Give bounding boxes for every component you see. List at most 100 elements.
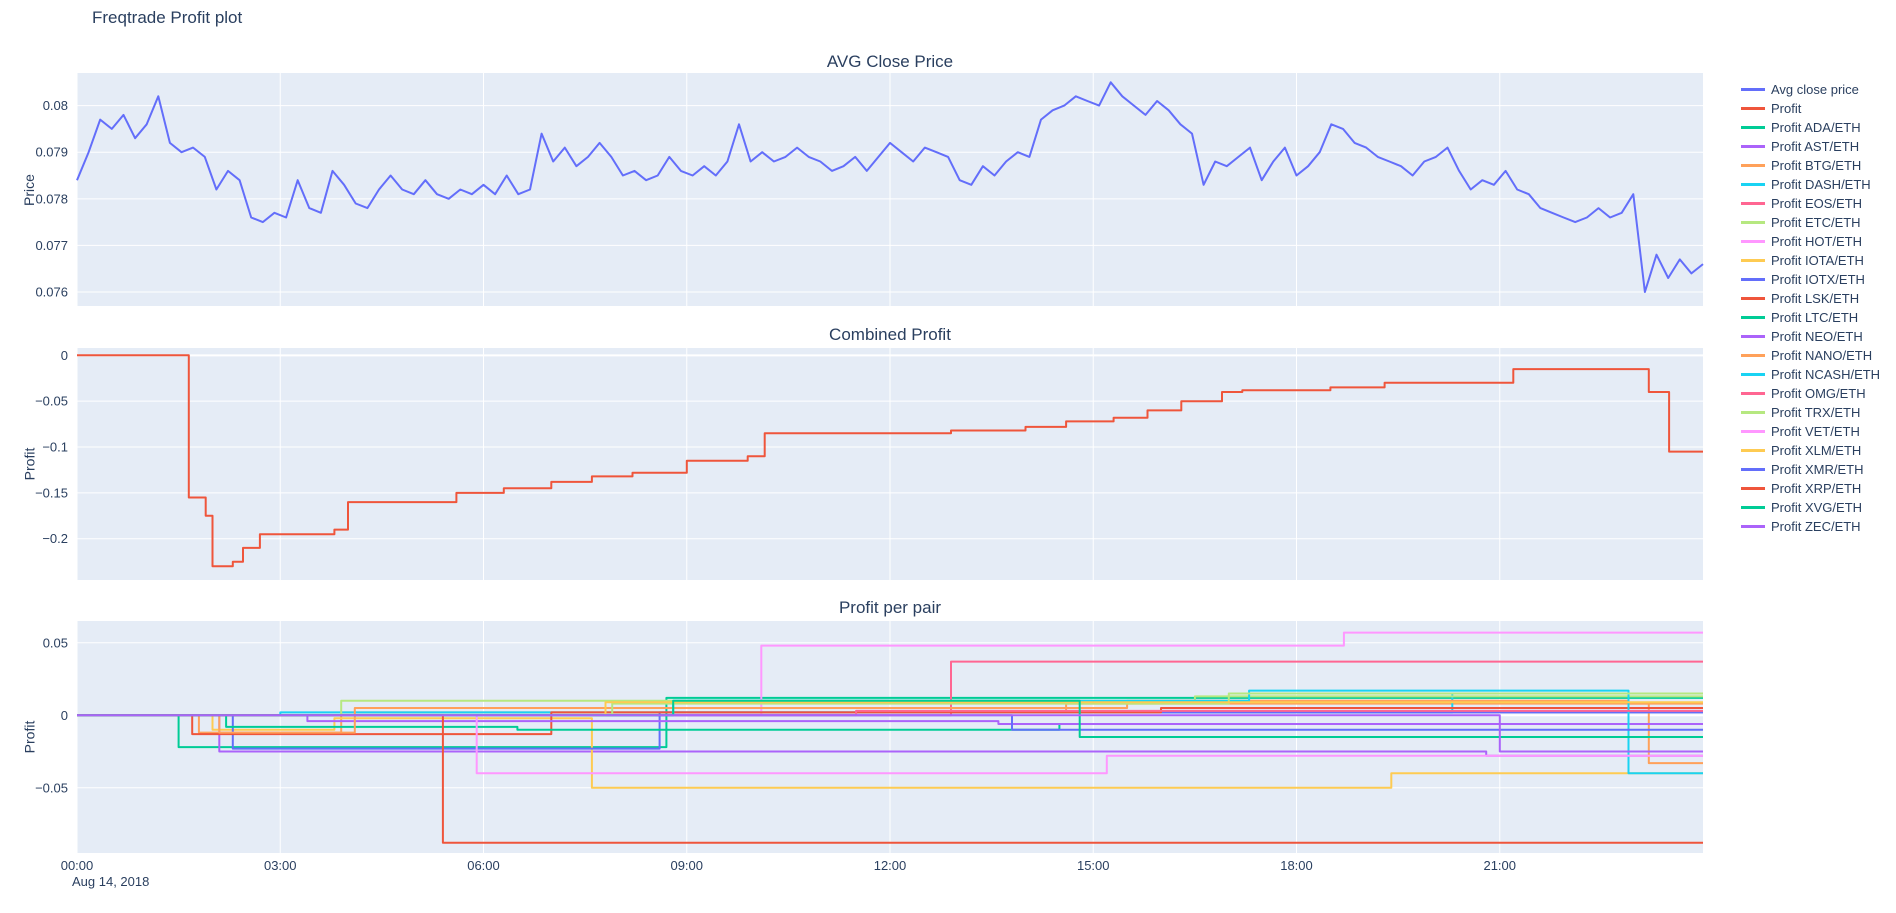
x-axis-date-label: Aug 14, 2018 bbox=[72, 874, 150, 889]
legend-line-swatch bbox=[1741, 449, 1765, 452]
series-line-avg-close-price bbox=[76, 81, 1704, 293]
legend-item-label: Profit XLM/ETH bbox=[1771, 443, 1862, 458]
y-tick-label: 0.077 bbox=[35, 238, 68, 253]
legend-item[interactable]: Profit ETC/ETH bbox=[1741, 213, 1895, 232]
x-tick-label: 06:00 bbox=[467, 858, 500, 873]
legend-line-swatch bbox=[1741, 221, 1765, 224]
legend-line-swatch bbox=[1741, 145, 1765, 148]
legend-line-swatch bbox=[1741, 297, 1765, 300]
y-tick-label: 0.05 bbox=[43, 635, 68, 650]
legend-line-swatch bbox=[1741, 411, 1765, 414]
legend-item[interactable]: Profit LTC/ETH bbox=[1741, 308, 1895, 327]
legend-line-swatch bbox=[1741, 316, 1765, 319]
legend-line-swatch bbox=[1741, 525, 1765, 528]
legend-line-swatch bbox=[1741, 88, 1765, 91]
x-tick-label: 15:00 bbox=[1077, 858, 1110, 873]
legend-item[interactable]: Profit ZEC/ETH bbox=[1741, 517, 1895, 536]
y-tick-label: 0.079 bbox=[35, 145, 68, 160]
x-tick-label: 12:00 bbox=[874, 858, 907, 873]
legend-line-swatch bbox=[1741, 392, 1765, 395]
x-tick-label: 21:00 bbox=[1483, 858, 1516, 873]
series-line-profit-zec-eth bbox=[77, 714, 1703, 753]
legend-item[interactable]: Profit AST/ETH bbox=[1741, 137, 1895, 156]
legend-line-swatch bbox=[1741, 202, 1765, 205]
legend-item[interactable]: Profit bbox=[1741, 99, 1895, 118]
legend-item[interactable]: Profit IOTA/ETH bbox=[1741, 251, 1895, 270]
legend-item[interactable]: Profit ADA/ETH bbox=[1741, 118, 1895, 137]
x-tick-label: 00:00 bbox=[61, 858, 94, 873]
avg-close-price-plot[interactable]: 0.076 0.077 0.078 0.079 0.08 bbox=[0, 73, 1740, 306]
legend-line-swatch bbox=[1741, 259, 1765, 262]
y-tick-label: 0 bbox=[61, 708, 68, 723]
y-tick-label: −0.15 bbox=[35, 485, 68, 500]
legend-item-label: Profit LSK/ETH bbox=[1771, 291, 1860, 306]
legend-item[interactable]: Profit EOS/ETH bbox=[1741, 194, 1895, 213]
legend-line-swatch bbox=[1741, 506, 1765, 509]
legend-line-swatch bbox=[1741, 126, 1765, 129]
legend-item-label: Profit NEO/ETH bbox=[1771, 329, 1863, 344]
legend-line-swatch bbox=[1741, 107, 1765, 110]
legend-line-swatch bbox=[1741, 487, 1765, 490]
combined-profit-title: Combined Profit bbox=[829, 325, 951, 344]
legend-item[interactable]: Profit VET/ETH bbox=[1741, 422, 1895, 441]
legend-item-label: Profit OMG/ETH bbox=[1771, 386, 1866, 401]
profit-per-pair-plot[interactable]: 0.05 0 −0.05 00:00 03:00 06:00 09:00 12:00 15:00… bbox=[0, 621, 1740, 893]
legend-line-swatch bbox=[1741, 164, 1765, 167]
legend-item-label: Profit ETC/ETH bbox=[1771, 215, 1861, 230]
legend-item[interactable]: Profit NEO/ETH bbox=[1741, 327, 1895, 346]
legend-item[interactable]: Profit DASH/ETH bbox=[1741, 175, 1895, 194]
series-line-profit bbox=[77, 354, 1703, 568]
legend-item[interactable]: Profit TRX/ETH bbox=[1741, 403, 1895, 422]
y-tick-label: −0.2 bbox=[42, 531, 68, 546]
y-tick-label: 0 bbox=[61, 348, 68, 363]
combined-profit-plot[interactable]: 0 −0.05 −0.1 −0.15 −0.2 bbox=[0, 348, 1740, 580]
legend-item[interactable]: Avg close price bbox=[1741, 80, 1895, 99]
legend-item-label: Profit ZEC/ETH bbox=[1771, 519, 1861, 534]
legend-item[interactable]: Profit XLM/ETH bbox=[1741, 441, 1895, 460]
legend-line-swatch bbox=[1741, 354, 1765, 357]
legend-item-label: Profit bbox=[1771, 101, 1802, 116]
legend-line-swatch bbox=[1741, 373, 1765, 376]
legend-item-label: Profit XVG/ETH bbox=[1771, 500, 1863, 515]
legend-item[interactable]: Profit HOT/ETH bbox=[1741, 232, 1895, 251]
legend-item-label: Profit EOS/ETH bbox=[1771, 196, 1863, 211]
legend-item-label: Profit XMR/ETH bbox=[1771, 462, 1864, 477]
legend: Avg close price Profit Profit ADA/ETH Profi… bbox=[1741, 80, 1895, 536]
legend-item-label: Profit LTC/ETH bbox=[1771, 310, 1859, 325]
legend-item-label: Profit TRX/ETH bbox=[1771, 405, 1861, 420]
y-tick-label: −0.1 bbox=[42, 440, 68, 455]
profit-per-pair-title: Profit per pair bbox=[838, 598, 942, 617]
legend-item[interactable]: Profit XMR/ETH bbox=[1741, 460, 1895, 479]
page-title: Freqtrade Profit plot bbox=[92, 8, 243, 27]
legend-item-label: Profit HOT/ETH bbox=[1771, 234, 1863, 249]
legend-line-swatch bbox=[1741, 278, 1765, 281]
legend-item[interactable]: Profit NANO/ETH bbox=[1741, 346, 1895, 365]
series-line-profit-iota-eth bbox=[77, 714, 1703, 789]
y-tick-label: −0.05 bbox=[35, 780, 68, 795]
legend-item[interactable]: Profit XRP/ETH bbox=[1741, 479, 1895, 498]
y-tick-label: 0.08 bbox=[43, 98, 68, 113]
legend-item-label: Profit VET/ETH bbox=[1771, 424, 1860, 439]
legend-item[interactable]: Profit IOTX/ETH bbox=[1741, 270, 1895, 289]
legend-item[interactable]: Profit OMG/ETH bbox=[1741, 384, 1895, 403]
x-tick-label: 18:00 bbox=[1280, 858, 1313, 873]
legend-item-label: Profit IOTX/ETH bbox=[1771, 272, 1865, 287]
avg-close-price-title: AVG Close Price bbox=[826, 52, 954, 71]
legend-item-label: Profit IOTA/ETH bbox=[1771, 253, 1864, 268]
y-tick-label: 0.076 bbox=[35, 285, 68, 300]
y-tick-label: 0.078 bbox=[35, 191, 68, 206]
series-line-profit-lsk-eth bbox=[77, 707, 1703, 736]
legend-item-label: Profit XRP/ETH bbox=[1771, 481, 1862, 496]
legend-item-label: Profit ADA/ETH bbox=[1771, 120, 1861, 135]
legend-item-label: Profit DASH/ETH bbox=[1771, 177, 1871, 192]
legend-item[interactable]: Profit NCASH/ETH bbox=[1741, 365, 1895, 384]
legend-item[interactable]: Profit LSK/ETH bbox=[1741, 289, 1895, 308]
legend-line-swatch bbox=[1741, 183, 1765, 186]
legend-item-label: Avg close price bbox=[1771, 82, 1859, 97]
legend-item[interactable]: Profit BTG/ETH bbox=[1741, 156, 1895, 175]
y-tick-label: −0.05 bbox=[35, 394, 68, 409]
legend-item-label: Profit BTG/ETH bbox=[1771, 158, 1862, 173]
legend-item[interactable]: Profit XVG/ETH bbox=[1741, 498, 1895, 517]
legend-item-label: Profit NCASH/ETH bbox=[1771, 367, 1881, 382]
